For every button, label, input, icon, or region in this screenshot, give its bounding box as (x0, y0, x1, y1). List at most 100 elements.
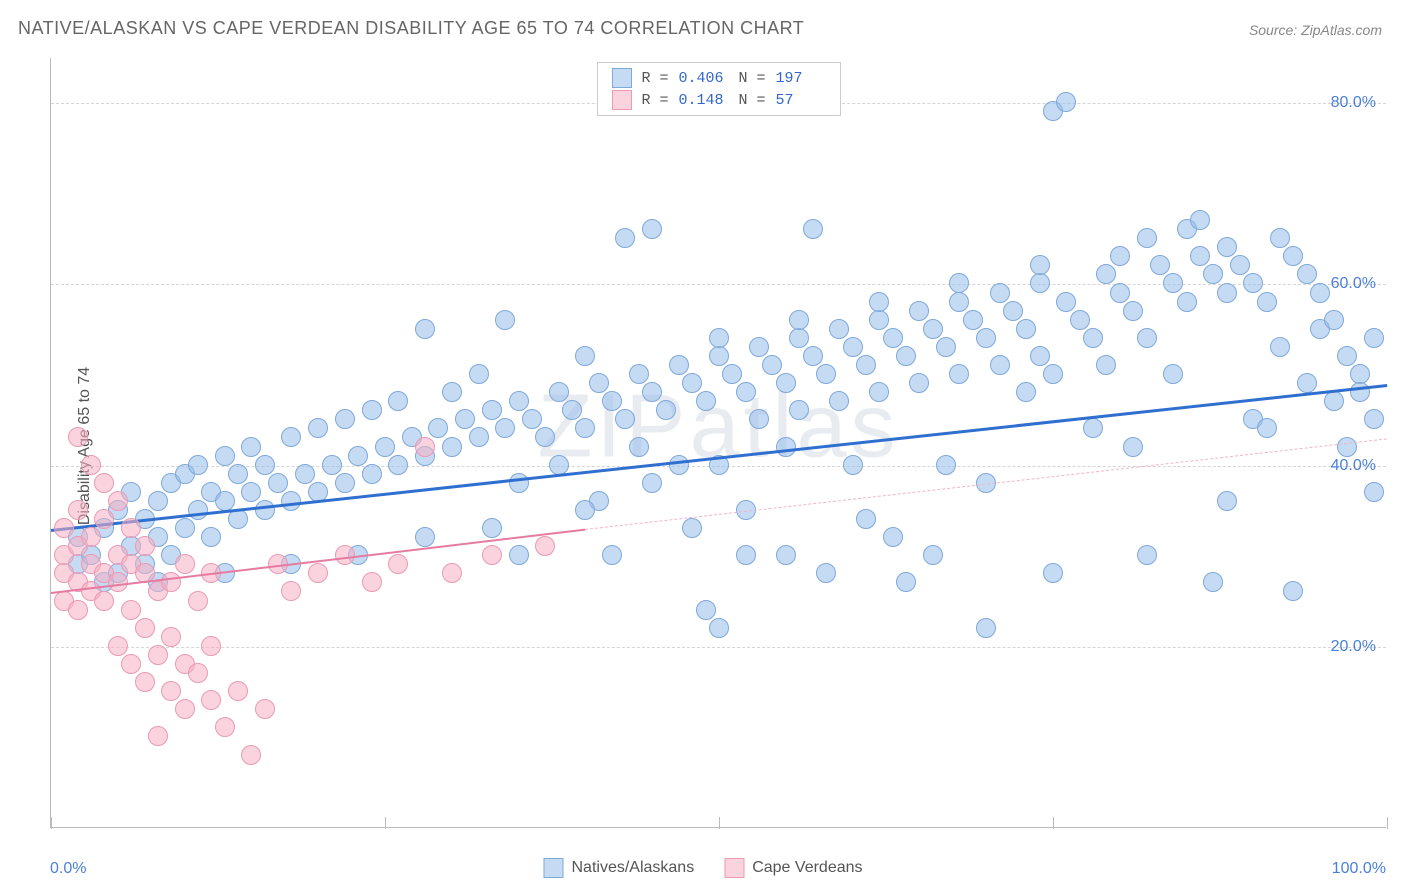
data-point (135, 618, 155, 638)
legend-series-label: Natives/Alaskans (571, 859, 694, 877)
data-point (990, 283, 1010, 303)
data-point (602, 391, 622, 411)
data-point (1110, 283, 1130, 303)
data-point (816, 364, 836, 384)
data-point (1150, 255, 1170, 275)
data-point (869, 382, 889, 402)
data-point (1016, 382, 1036, 402)
correlation-legend: R = 0.406 N = 197 R =0.148N =57 (596, 62, 840, 116)
data-point (281, 491, 301, 511)
data-point (1096, 355, 1116, 375)
data-point (108, 636, 128, 656)
data-point (1110, 246, 1130, 266)
data-point (362, 572, 382, 592)
data-point (682, 518, 702, 538)
data-point (295, 464, 315, 484)
data-point (255, 699, 275, 719)
data-point (442, 382, 462, 402)
data-point (1030, 255, 1050, 275)
data-point (909, 301, 929, 321)
data-point (308, 563, 328, 583)
data-point (509, 545, 529, 565)
data-point (482, 518, 502, 538)
data-point (308, 418, 328, 438)
data-point (615, 228, 635, 248)
data-point (923, 545, 943, 565)
data-point (1364, 328, 1384, 348)
x-tick-mark (1053, 817, 1054, 829)
legend-n-label: N = (739, 92, 766, 109)
data-point (869, 310, 889, 330)
data-point (1243, 273, 1263, 293)
source-attribution: Source: ZipAtlas.com (1249, 22, 1382, 38)
data-point (268, 473, 288, 493)
data-point (642, 219, 662, 239)
data-point (1297, 264, 1317, 284)
data-point (1137, 228, 1157, 248)
legend-r-value: 0.406 (679, 70, 729, 87)
legend-n-label: N = (739, 70, 766, 87)
source-prefix: Source: (1249, 22, 1301, 38)
data-point (388, 554, 408, 574)
data-point (816, 563, 836, 583)
data-point (188, 455, 208, 475)
data-point (442, 437, 462, 457)
x-tick-mark (1387, 817, 1388, 829)
data-point (335, 473, 355, 493)
data-point (81, 455, 101, 475)
x-tick-mark (51, 817, 52, 829)
data-point (1123, 301, 1143, 321)
data-point (843, 337, 863, 357)
data-point (549, 455, 569, 475)
data-point (54, 518, 74, 538)
data-point (1096, 264, 1116, 284)
data-point (1270, 228, 1290, 248)
data-point (68, 600, 88, 620)
data-point (161, 681, 181, 701)
data-point (656, 400, 676, 420)
data-point (94, 473, 114, 493)
data-point (829, 319, 849, 339)
y-tick-label: 40.0% (1331, 457, 1376, 475)
x-tick-mark (385, 817, 386, 829)
legend-row: R =0.406N =197 (611, 67, 825, 89)
data-point (1310, 283, 1330, 303)
data-point (682, 373, 702, 393)
legend-swatch (611, 68, 631, 88)
data-point (709, 618, 729, 638)
data-point (1123, 437, 1143, 457)
source-name: ZipAtlas.com (1301, 22, 1382, 38)
data-point (121, 600, 141, 620)
data-point (749, 337, 769, 357)
data-point (549, 382, 569, 402)
data-point (949, 364, 969, 384)
data-point (736, 545, 756, 565)
data-point (1003, 301, 1023, 321)
data-point (455, 409, 475, 429)
data-point (428, 418, 448, 438)
legend-swatch (543, 858, 563, 878)
data-point (509, 473, 529, 493)
data-point (201, 690, 221, 710)
legend-n-value: 197 (776, 70, 826, 87)
data-point (696, 600, 716, 620)
data-point (188, 591, 208, 611)
data-point (1163, 273, 1183, 293)
data-point (375, 437, 395, 457)
y-tick-label: 60.0% (1331, 275, 1376, 293)
data-point (255, 455, 275, 475)
data-point (415, 527, 435, 547)
data-point (335, 409, 355, 429)
data-point (495, 418, 515, 438)
data-point (789, 310, 809, 330)
legend-row: R =0.148N =57 (611, 89, 825, 111)
trend-line (585, 438, 1387, 530)
data-point (883, 328, 903, 348)
legend-r-label: R = (641, 92, 668, 109)
data-point (575, 500, 595, 520)
data-point (1217, 491, 1237, 511)
data-point (148, 645, 168, 665)
data-point (348, 446, 368, 466)
data-point (803, 219, 823, 239)
data-point (776, 545, 796, 565)
